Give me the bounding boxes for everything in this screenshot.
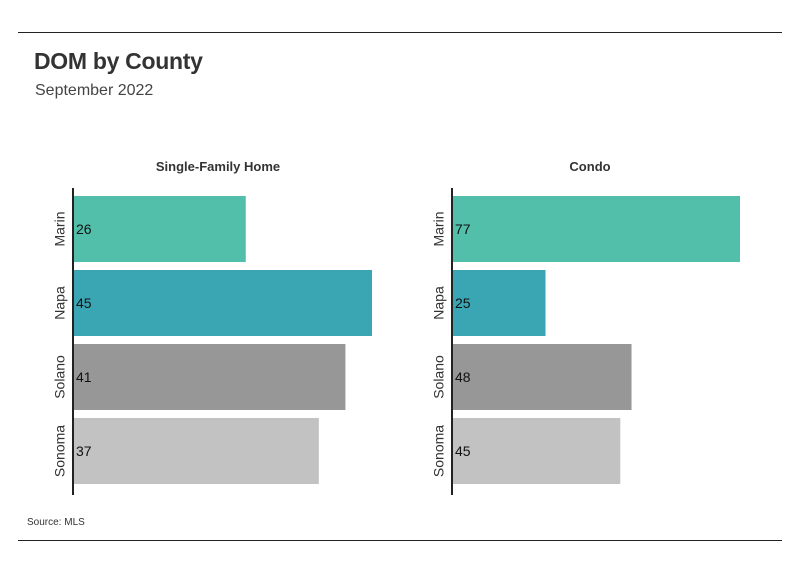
value-label-single-family-home-sonoma: 37 xyxy=(76,443,92,459)
panel-title-single-family-home: Single-Family Home xyxy=(156,159,280,174)
chart-title: DOM by County xyxy=(34,48,203,74)
bar-single-family-home-solano xyxy=(73,344,346,410)
category-label-condo-marin: Marin xyxy=(431,211,447,246)
category-label-condo-napa: Napa xyxy=(431,286,447,320)
top-rule xyxy=(18,32,782,33)
value-label-condo-napa: 25 xyxy=(455,295,471,311)
value-label-single-family-home-marin: 26 xyxy=(76,221,92,237)
category-label-single-family-home-sonoma: Sonoma xyxy=(52,425,68,477)
bar-condo-solano xyxy=(452,344,632,410)
bar-single-family-home-marin xyxy=(73,196,246,262)
chart-subtitle: September 2022 xyxy=(35,82,154,99)
bar-single-family-home-sonoma xyxy=(73,418,319,484)
bar-condo-napa xyxy=(452,270,546,336)
source-note: Source: MLS xyxy=(27,517,85,528)
bottom-rule xyxy=(18,540,782,541)
value-label-condo-sonoma: 45 xyxy=(455,443,471,459)
value-label-single-family-home-napa: 45 xyxy=(76,295,92,311)
bar-single-family-home-napa xyxy=(73,270,372,336)
value-label-single-family-home-solano: 41 xyxy=(76,369,92,385)
value-label-condo-solano: 48 xyxy=(455,369,471,385)
category-label-single-family-home-solano: Solano xyxy=(52,355,68,399)
bar-condo-sonoma xyxy=(452,418,621,484)
category-label-single-family-home-marin: Marin xyxy=(52,211,68,246)
bar-condo-marin xyxy=(452,196,740,262)
panel-title-condo: Condo xyxy=(569,159,610,174)
value-label-condo-marin: 77 xyxy=(455,221,471,237)
category-label-single-family-home-napa: Napa xyxy=(52,286,68,320)
category-label-condo-sonoma: Sonoma xyxy=(431,425,447,477)
category-label-condo-solano: Solano xyxy=(431,355,447,399)
